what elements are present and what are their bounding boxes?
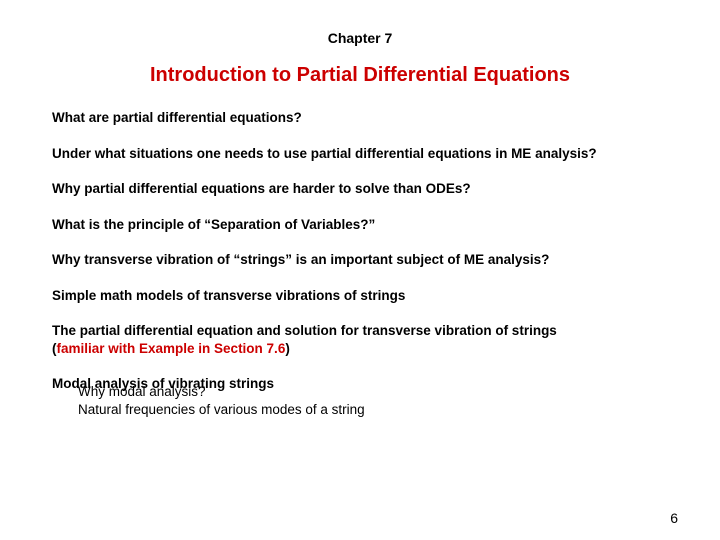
topic-item: The partial differential equation and so…: [52, 322, 668, 357]
topic-item: Why transverse vibration of “strings” is…: [52, 251, 668, 269]
chapter-label: Chapter 7: [52, 30, 668, 46]
page-number: 6: [670, 510, 678, 526]
subtopic-item: Why modal analysis?: [78, 383, 668, 401]
topic-item: Simple math models of transverse vibrati…: [52, 287, 668, 305]
topic-item: Under what situations one needs to use p…: [52, 145, 668, 163]
topic-item: Why partial differential equations are h…: [52, 180, 668, 198]
subtopic-item: Natural frequencies of various modes of …: [78, 401, 668, 419]
paren-reference: familiar with Example in Section 7.6: [57, 341, 286, 356]
page-title: Introduction to Partial Differential Equ…: [52, 64, 668, 87]
topic-item: What is the principle of “Separation of …: [52, 216, 668, 234]
paren-close: ): [285, 341, 290, 356]
subtopic-group: Why modal analysis? Natural frequencies …: [52, 383, 668, 419]
topic-item: What are partial differential equations?: [52, 109, 668, 127]
topic-text: The partial differential equation and so…: [52, 323, 557, 338]
